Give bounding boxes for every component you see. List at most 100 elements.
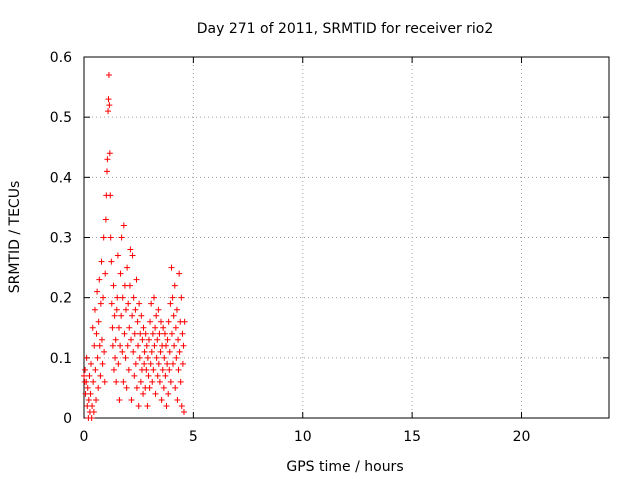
data-point [84,384,91,391]
data-point [171,282,178,289]
data-point [96,276,103,283]
data-point [117,342,124,349]
data-point [101,378,108,385]
data-point [113,378,120,385]
data-point [146,384,153,391]
data-point [151,342,158,349]
data-point [98,336,105,343]
data-point [165,390,172,397]
data-point [106,102,113,109]
x-tick-label: 0 [80,429,89,445]
data-point [153,354,160,361]
data-point [114,252,121,259]
data-point [89,402,96,409]
data-point [125,366,132,373]
data-point [176,348,183,355]
data-point [142,330,149,337]
data-point [154,372,161,379]
data-point [157,348,164,355]
data-point [88,415,95,421]
data-point [143,366,150,373]
data-point [126,324,133,331]
data-point [121,330,128,337]
data-point [129,252,136,259]
data-point [164,336,171,343]
data-point [97,372,104,379]
y-tick-label: 0.2 [50,291,72,307]
data-point [168,264,175,271]
data-point [141,360,148,367]
data-point [176,270,183,277]
data-point [112,354,119,361]
data-point [85,396,92,403]
data-point [160,324,167,331]
data-point [104,156,111,163]
data-point [170,312,177,319]
data-point [132,306,139,313]
data-point [123,384,130,391]
data-point [115,360,122,367]
data-point [108,300,115,307]
data-point [136,354,143,361]
data-point [100,234,107,241]
data-point [147,318,154,325]
data-point [144,402,151,409]
y-tick-labels: 0 0.1 0.2 0.3 0.4 0.5 0.6 [50,50,72,427]
data-point [94,354,101,361]
y-tick-label: 0.1 [50,351,72,367]
data-point [122,354,129,361]
data-point [167,378,174,385]
y-tick-label: 0.3 [50,231,72,247]
data-point [103,168,110,175]
data-point [174,396,181,403]
data-point [147,360,154,367]
data-point [118,234,125,241]
data-point [165,318,172,325]
data-point [117,270,124,277]
data-point [175,366,182,373]
data-point [125,300,132,307]
y-tick-label: 0.5 [50,110,72,126]
data-point [105,96,112,103]
x-tick-labels: 0 5 10 15 20 [80,429,531,445]
data-point [87,390,94,397]
data-point [93,396,100,403]
data-point [135,402,142,409]
data-point [164,360,171,367]
data-point [145,372,152,379]
data-point [123,306,129,313]
data-point [114,294,121,301]
data-point [155,360,162,367]
data-point [88,360,94,367]
chart-title: Day 271 of 2011, SRMTID for receiver rio… [197,21,494,37]
data-point [158,396,165,403]
x-tick-label: 5 [189,429,198,445]
data-point [131,330,138,337]
data-point [127,246,134,253]
data-point [166,366,173,373]
data-point [119,294,126,301]
data-point [101,348,108,355]
x-tick-label: 10 [294,429,312,445]
data-point [83,378,90,385]
data-point [148,348,155,355]
data-point [105,72,112,79]
data-point [139,336,146,343]
data-point [111,312,118,319]
data-point [138,312,145,319]
data-point [169,294,176,301]
data-point [140,390,147,397]
data-point [137,330,144,337]
x-tick-label: 20 [513,429,531,445]
data-point [126,282,133,289]
data-point [82,366,89,373]
data-point [110,366,117,373]
data-point [171,342,178,349]
data-point [98,258,105,265]
grid [84,57,609,418]
data-point [137,378,144,385]
data-point [116,396,123,403]
data-point [124,342,131,349]
data-point [158,318,164,325]
data-point [178,402,185,409]
